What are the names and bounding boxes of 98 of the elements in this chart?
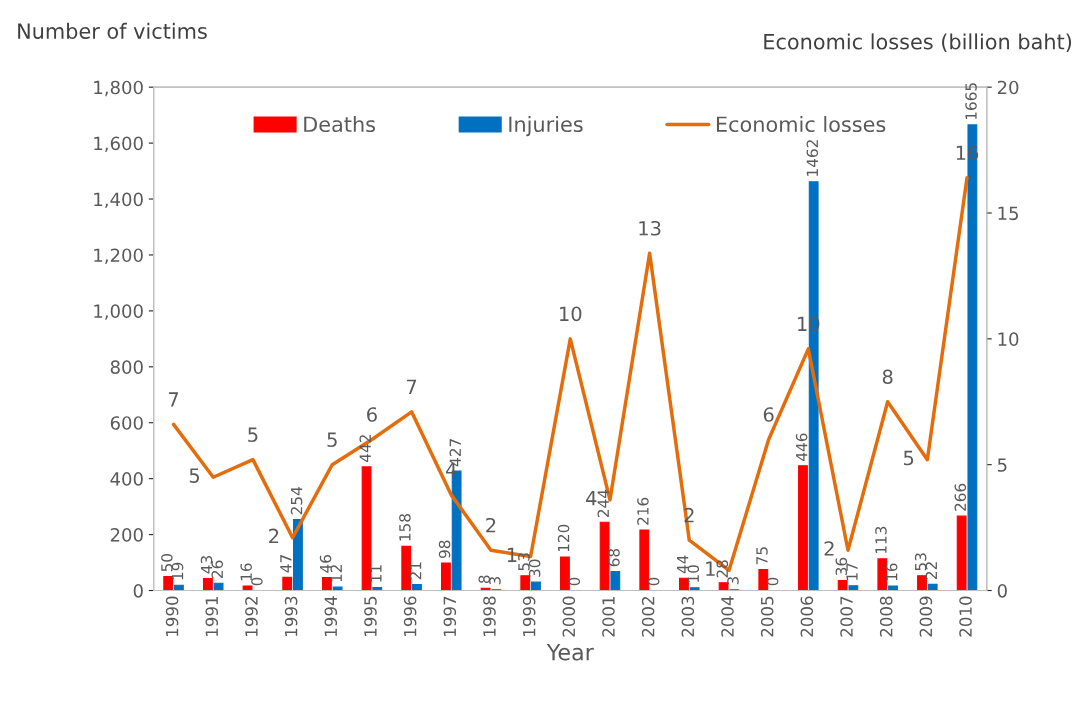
y2-tick-label: 15 <box>998 206 1018 221</box>
data-label: 98 <box>438 540 451 558</box>
x-tick-label: 2008 <box>879 596 893 637</box>
data-label: 244 <box>597 489 609 517</box>
y-tick-label: 200 <box>110 528 143 542</box>
data-label: 0 <box>568 577 581 586</box>
y2-tick-label: 10 <box>998 332 1019 346</box>
legend-label: Deaths <box>304 115 376 133</box>
x-tick-label: 1994 <box>324 596 338 636</box>
y-tick-label: 1,400 <box>94 192 143 208</box>
x-tick-label: 2006 <box>800 596 814 637</box>
data-label: 28 <box>716 560 729 578</box>
y-tick-label: 600 <box>110 416 143 430</box>
y2-tick-label: 5 <box>997 458 1007 472</box>
data-label: 120 <box>557 524 570 552</box>
data-label: 16 <box>240 563 252 581</box>
x-axis-title: Year <box>546 644 594 661</box>
data-label: 0 <box>647 577 660 586</box>
data-label: 13 <box>639 220 661 236</box>
data-label: 53 <box>518 553 530 571</box>
data-label: 10 <box>560 306 582 322</box>
y-tick-label: 400 <box>110 472 143 486</box>
x-tick-label: 2005 <box>760 596 774 637</box>
data-label: 5 <box>189 468 200 483</box>
data-label: 44 <box>677 555 689 574</box>
data-label: 12 <box>330 565 342 582</box>
x-tick-label: 2000 <box>562 596 576 637</box>
x-tick-label: 1995 <box>364 596 377 636</box>
data-label: 21 <box>409 562 422 580</box>
y-tick-label: 1,000 <box>94 304 143 320</box>
x-tick-label: 1990 <box>165 596 179 636</box>
data-label: 68 <box>608 548 620 567</box>
x-tick-label: 1997 <box>443 596 457 636</box>
y-tick-label: 1,600 <box>94 136 143 153</box>
data-label: 53 <box>914 553 927 571</box>
data-label: 446 <box>795 433 808 461</box>
y-axis-title: Number of victims <box>18 22 207 39</box>
data-label: 6 <box>763 407 774 422</box>
data-label: 11 <box>370 565 382 582</box>
data-label: 2 <box>486 517 496 533</box>
data-label: 17 <box>846 563 858 580</box>
data-label: 4 <box>586 491 597 506</box>
legend-label: Economic losses <box>716 115 886 133</box>
data-label: 216 <box>637 497 649 525</box>
data-label: 442 <box>359 435 371 463</box>
data-label: 158 <box>399 514 411 541</box>
data-label: 43 <box>200 556 213 574</box>
data-label: 22 <box>925 562 937 580</box>
x-tick-label: 2010 <box>959 596 972 637</box>
data-label: 0 <box>251 577 263 586</box>
data-label: 113 <box>875 526 887 554</box>
data-label: 1462 <box>806 140 819 176</box>
x-tick-label: 1996 <box>403 596 417 636</box>
x-tick-label: 1993 <box>284 596 298 636</box>
data-label: 0 <box>766 577 779 586</box>
data-label: 1 <box>706 561 715 576</box>
x-tick-label: 2004 <box>721 596 734 637</box>
data-label: 5 <box>248 427 258 442</box>
data-label: 266 <box>954 483 967 511</box>
x-tick-label: 2002 <box>641 597 655 637</box>
x-tick-label: 1999 <box>522 596 536 636</box>
data-label: 3 <box>727 577 739 585</box>
data-label: 1665 <box>965 83 977 120</box>
y2-tick-label: 0 <box>997 583 1007 598</box>
data-label: 10 <box>687 565 700 582</box>
data-label: 30 <box>528 559 541 577</box>
data-label: 36 <box>835 557 848 576</box>
data-label: 6 <box>367 407 377 422</box>
data-label: 2 <box>269 528 279 544</box>
y-tick-label: 1,800 <box>94 80 143 97</box>
data-label: 75 <box>756 547 768 565</box>
x-tick-label: 2009 <box>919 596 933 637</box>
data-label: 7 <box>168 392 179 407</box>
x-tick-label: 2007 <box>840 596 853 637</box>
x-tick-label: 2001 <box>602 596 615 637</box>
y-tick-label: 0 <box>133 583 143 598</box>
y-tick-label: 800 <box>110 360 143 374</box>
data-label: 26 <box>211 560 224 578</box>
y2-tick-label: 20 <box>997 80 1019 95</box>
data-label: 8 <box>882 369 893 385</box>
x-tick-label: 1998 <box>483 596 496 636</box>
y2-axis-title: Economic losses (billion baht) <box>764 33 1072 52</box>
x-tick-label: 1992 <box>245 597 258 636</box>
data-label: 254 <box>290 487 303 515</box>
data-label: 47 <box>280 555 292 573</box>
data-label: 16 <box>885 563 898 581</box>
data-label: 2 <box>824 541 834 556</box>
y-tick-label: 1,200 <box>94 248 143 264</box>
x-tick-label: 1991 <box>205 596 219 636</box>
x-tick-label: 2003 <box>681 596 695 637</box>
data-label: 7 <box>407 379 417 394</box>
legend-label: Injuries <box>509 115 583 137</box>
data-label: 5 <box>903 450 914 466</box>
data-label: 46 <box>319 555 332 573</box>
data-label: 3 <box>489 577 501 585</box>
data-label: 5 <box>327 432 337 448</box>
data-label: 50 <box>161 553 173 572</box>
data-label: 19 <box>171 562 184 580</box>
